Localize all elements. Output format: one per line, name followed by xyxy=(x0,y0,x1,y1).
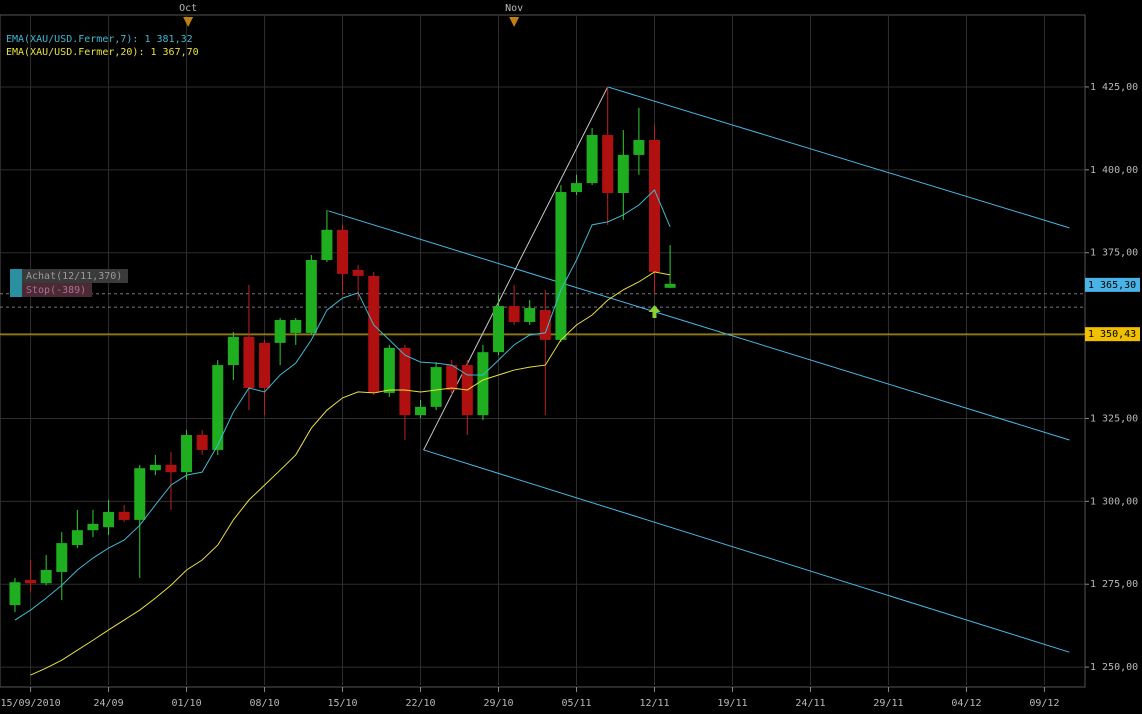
x-tick-label: 24/11 xyxy=(795,698,825,709)
candle-body xyxy=(539,310,551,340)
x-tick-label: 05/11 xyxy=(561,698,591,709)
candle-body xyxy=(243,336,255,388)
candle-body xyxy=(368,275,380,393)
y-tick-label: 1 250,00 xyxy=(1090,662,1138,673)
candle-body xyxy=(602,135,614,194)
candle-body xyxy=(446,365,458,390)
price-tag-label: 1 365,30 xyxy=(1088,280,1136,291)
candle-body xyxy=(321,229,333,260)
candle-body xyxy=(633,139,645,155)
month-marker xyxy=(183,17,194,27)
candle-body xyxy=(508,306,520,322)
candle-body xyxy=(71,530,83,546)
ema-line xyxy=(14,189,671,621)
x-tick-label: 01/10 xyxy=(171,698,201,709)
candle-body xyxy=(415,406,427,416)
candle-body xyxy=(477,352,489,416)
signal-arrow xyxy=(648,305,661,319)
candle-body xyxy=(586,135,598,184)
candle-body xyxy=(383,347,395,393)
candle-body xyxy=(227,336,239,366)
candle-body xyxy=(9,582,21,606)
price-tag xyxy=(1085,277,1140,292)
x-tick-label: 24/09 xyxy=(94,698,124,709)
trendline xyxy=(328,210,1070,441)
candle-body xyxy=(134,468,146,520)
order-tag-edge xyxy=(10,269,22,283)
candle-body xyxy=(337,229,349,274)
y-tick-label: 1 275,00 xyxy=(1090,579,1138,590)
y-tick-label: 1 300,00 xyxy=(1090,496,1138,507)
x-tick-label: 19/11 xyxy=(717,698,747,709)
trendline xyxy=(423,449,1070,653)
candle-body xyxy=(399,347,411,416)
legend-entry: EMA(XAU/USD.Fermer,7): 1 381,32 xyxy=(6,34,193,45)
candle-body xyxy=(648,139,660,272)
candle-body xyxy=(664,283,676,288)
candle-body xyxy=(56,543,68,572)
month-label: Nov xyxy=(505,3,523,14)
x-tick-label: 15/09/2010 xyxy=(0,698,60,709)
candle-body xyxy=(352,269,364,276)
candle-body xyxy=(290,319,302,333)
x-tick-label: 29/11 xyxy=(873,698,903,709)
candle-body xyxy=(617,154,629,194)
candle-body xyxy=(40,569,52,584)
order-tag-bg xyxy=(10,269,128,283)
candle-body xyxy=(149,464,161,471)
candle-body xyxy=(165,464,177,473)
candle-body xyxy=(103,511,115,528)
x-tick-label: 08/10 xyxy=(249,698,279,709)
candle-body xyxy=(571,183,583,193)
trendline xyxy=(607,86,1070,229)
x-tick-label: 04/12 xyxy=(951,698,981,709)
order-tag-edge xyxy=(10,283,22,297)
y-tick-label: 1 425,00 xyxy=(1090,82,1138,93)
order-label: Stop(-389) xyxy=(26,285,86,296)
candle-body xyxy=(274,319,286,343)
y-tick-label: 1 325,00 xyxy=(1090,413,1138,424)
x-tick-label: 29/10 xyxy=(483,698,513,709)
y-tick-label: 1 400,00 xyxy=(1090,165,1138,176)
x-tick-label: 15/10 xyxy=(327,698,357,709)
candle-body xyxy=(87,523,99,531)
candle-body xyxy=(524,308,536,322)
x-tick-label: 22/10 xyxy=(405,698,435,709)
candle-body xyxy=(196,435,208,450)
price-tag-label: 1 350,43 xyxy=(1088,329,1136,340)
x-tick-label: 09/12 xyxy=(1029,698,1059,709)
month-marker xyxy=(509,17,520,27)
candle-body xyxy=(259,342,271,388)
candle-body xyxy=(181,435,193,473)
candle-body xyxy=(305,259,317,333)
price-tag xyxy=(1085,327,1140,342)
order-label: Achat(12/11,370) xyxy=(26,271,122,282)
legend-entry: EMA(XAU/USD.Fermer,20): 1 367,70 xyxy=(6,47,199,58)
candle-body xyxy=(430,367,442,407)
plot-frame xyxy=(0,14,1086,688)
month-label: Oct xyxy=(179,3,197,14)
y-tick-label: 1 375,00 xyxy=(1090,248,1138,259)
x-tick-label: 12/11 xyxy=(639,698,669,709)
order-tag-bg xyxy=(10,283,92,297)
candle-body xyxy=(493,306,505,353)
candle-body xyxy=(118,511,130,520)
candle-body xyxy=(212,365,224,450)
candle-body xyxy=(555,192,567,340)
ema-line xyxy=(30,271,671,676)
candle-body xyxy=(25,579,37,584)
